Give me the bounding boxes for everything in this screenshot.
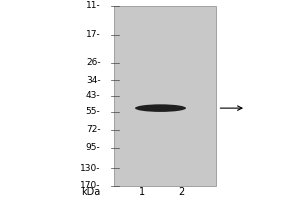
Text: 34-: 34- bbox=[86, 76, 101, 85]
Text: 170-: 170- bbox=[80, 182, 101, 190]
Text: 26-: 26- bbox=[86, 58, 101, 67]
Text: 1: 1 bbox=[140, 187, 146, 197]
Text: 130-: 130- bbox=[80, 164, 101, 173]
Text: 17-: 17- bbox=[86, 30, 101, 39]
Bar bbox=[114, 6, 216, 186]
Ellipse shape bbox=[135, 104, 186, 112]
Text: 55-: 55- bbox=[86, 107, 101, 116]
Text: 95-: 95- bbox=[86, 143, 101, 152]
Text: 72-: 72- bbox=[86, 125, 101, 134]
Text: 11-: 11- bbox=[86, 1, 101, 10]
Text: 43-: 43- bbox=[86, 91, 101, 100]
Text: kDa: kDa bbox=[81, 187, 101, 197]
Text: 2: 2 bbox=[178, 187, 184, 197]
